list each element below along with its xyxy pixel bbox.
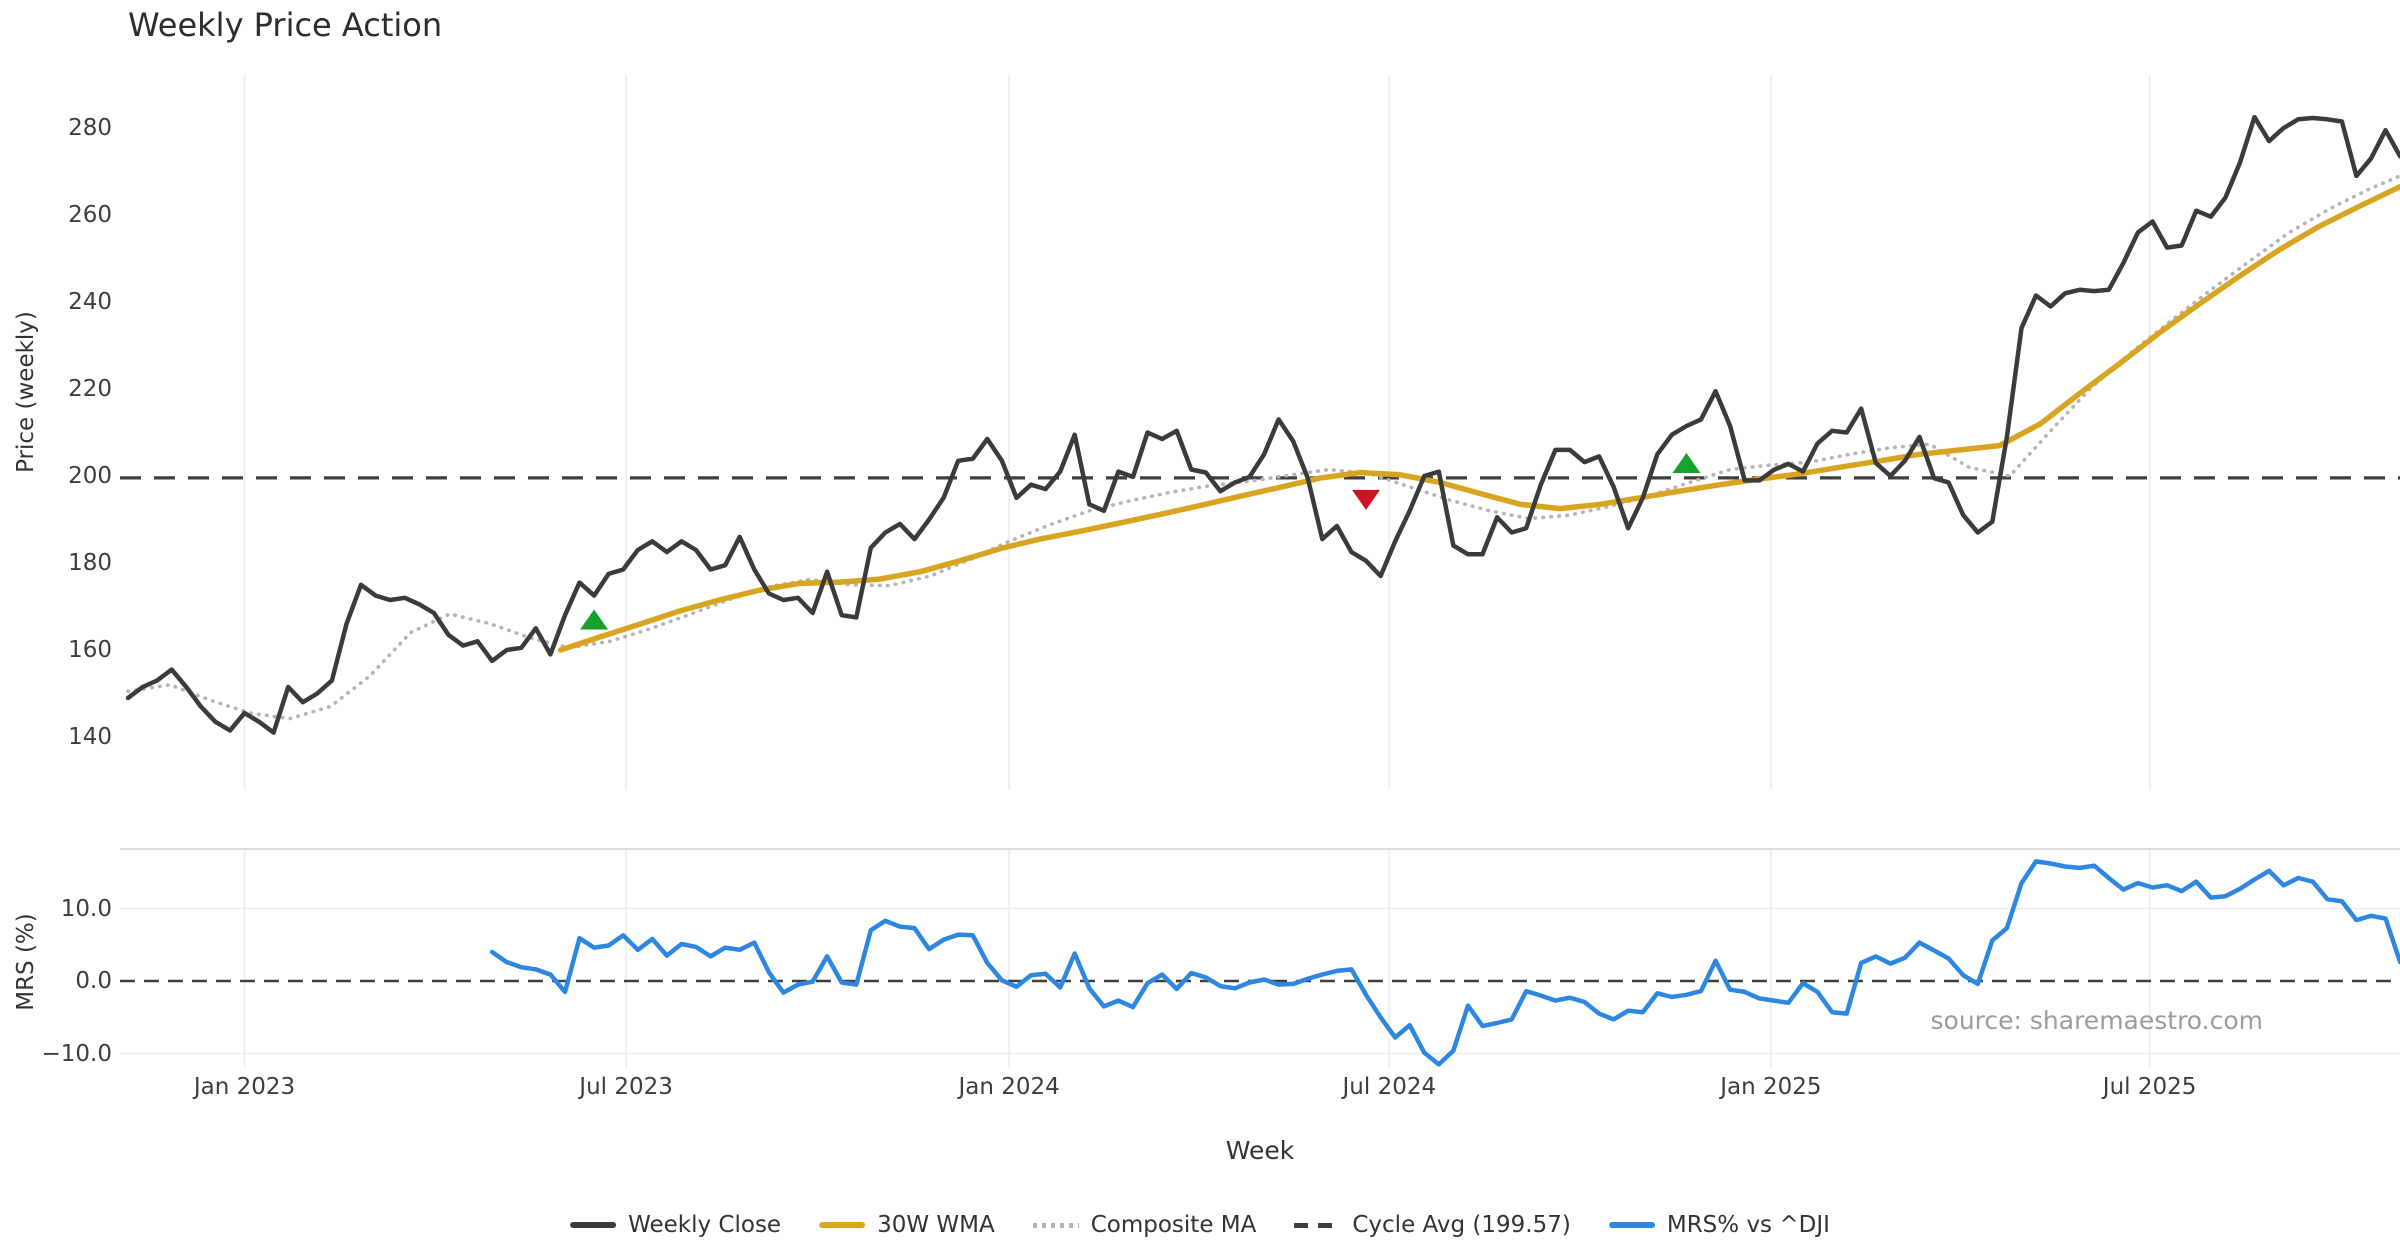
legend: Weekly Close 30W WMA Composite MA Cycle Avg…: [570, 1212, 1830, 1238]
weekly-close-line: [125, 114, 2400, 735]
legend-item-cycle-avg-199-57-: Cycle Avg (199.57): [1294, 1212, 1571, 1238]
legend-label: 30W WMA: [877, 1212, 995, 1238]
legend-item-30w-wma: 30W WMA: [819, 1212, 995, 1238]
legend-item-mrs-vs-dji: MRS% vs ^DJI: [1608, 1212, 1830, 1238]
price-tick-140: 140: [68, 724, 112, 750]
legend-label: Weekly Close: [628, 1212, 782, 1238]
price-tick-260: 260: [68, 202, 112, 228]
buy-signal-marker: [580, 609, 609, 630]
legend-swatch-solid: [819, 1222, 866, 1228]
mrs-tick-0: 0.0: [75, 968, 112, 994]
buy-signal-marker: [1672, 452, 1701, 473]
composite-ma-line: [126, 174, 2400, 721]
legend-item-composite-ma: Composite MA: [1032, 1212, 1257, 1238]
price-tick-160: 160: [68, 637, 112, 663]
x-tick-Jan-2023: Jan 2023: [193, 1074, 296, 1100]
legend-swatch-solid: [570, 1222, 617, 1228]
chart-title: Weekly Price Action: [128, 6, 443, 44]
legend-swatch-dashed: [1294, 1222, 1341, 1228]
source-note: source: sharemaestro.com: [1930, 1006, 2264, 1035]
x-axis-label: Week: [1225, 1136, 1295, 1165]
price-tick-200: 200: [68, 463, 112, 489]
mrs-axis-label: MRS (%): [13, 913, 39, 1011]
sell-signal-marker: [1352, 489, 1381, 510]
price-tick-180: 180: [68, 550, 112, 576]
price-tick-220: 220: [68, 376, 112, 402]
price-tick-280: 280: [68, 115, 112, 141]
x-tick-Jul-2023: Jul 2023: [579, 1074, 673, 1100]
price-tick-240: 240: [68, 289, 112, 315]
legend-label: MRS% vs ^DJI: [1666, 1212, 1830, 1238]
wma30-line: [557, 183, 2400, 653]
legend-swatch-dotted: [1032, 1222, 1079, 1228]
x-tick-Jul-2024: Jul 2024: [1342, 1074, 1437, 1100]
x-tick-Jul-2025: Jul 2025: [2102, 1074, 2197, 1100]
legend-label: Cycle Avg (199.57): [1352, 1212, 1571, 1238]
mrs-tick--10: −10.0: [41, 1040, 112, 1067]
legend-swatch-solid: [1608, 1222, 1655, 1228]
mrs-tick-10: 10.0: [60, 895, 112, 922]
mrs-line: [489, 859, 2400, 1067]
x-tick-Jan-2024: Jan 2024: [958, 1074, 1060, 1100]
legend-item-weekly-close: Weekly Close: [570, 1212, 781, 1238]
x-tick-Jan-2025: Jan 2025: [1720, 1074, 1822, 1100]
legend-label: Composite MA: [1090, 1212, 1257, 1238]
